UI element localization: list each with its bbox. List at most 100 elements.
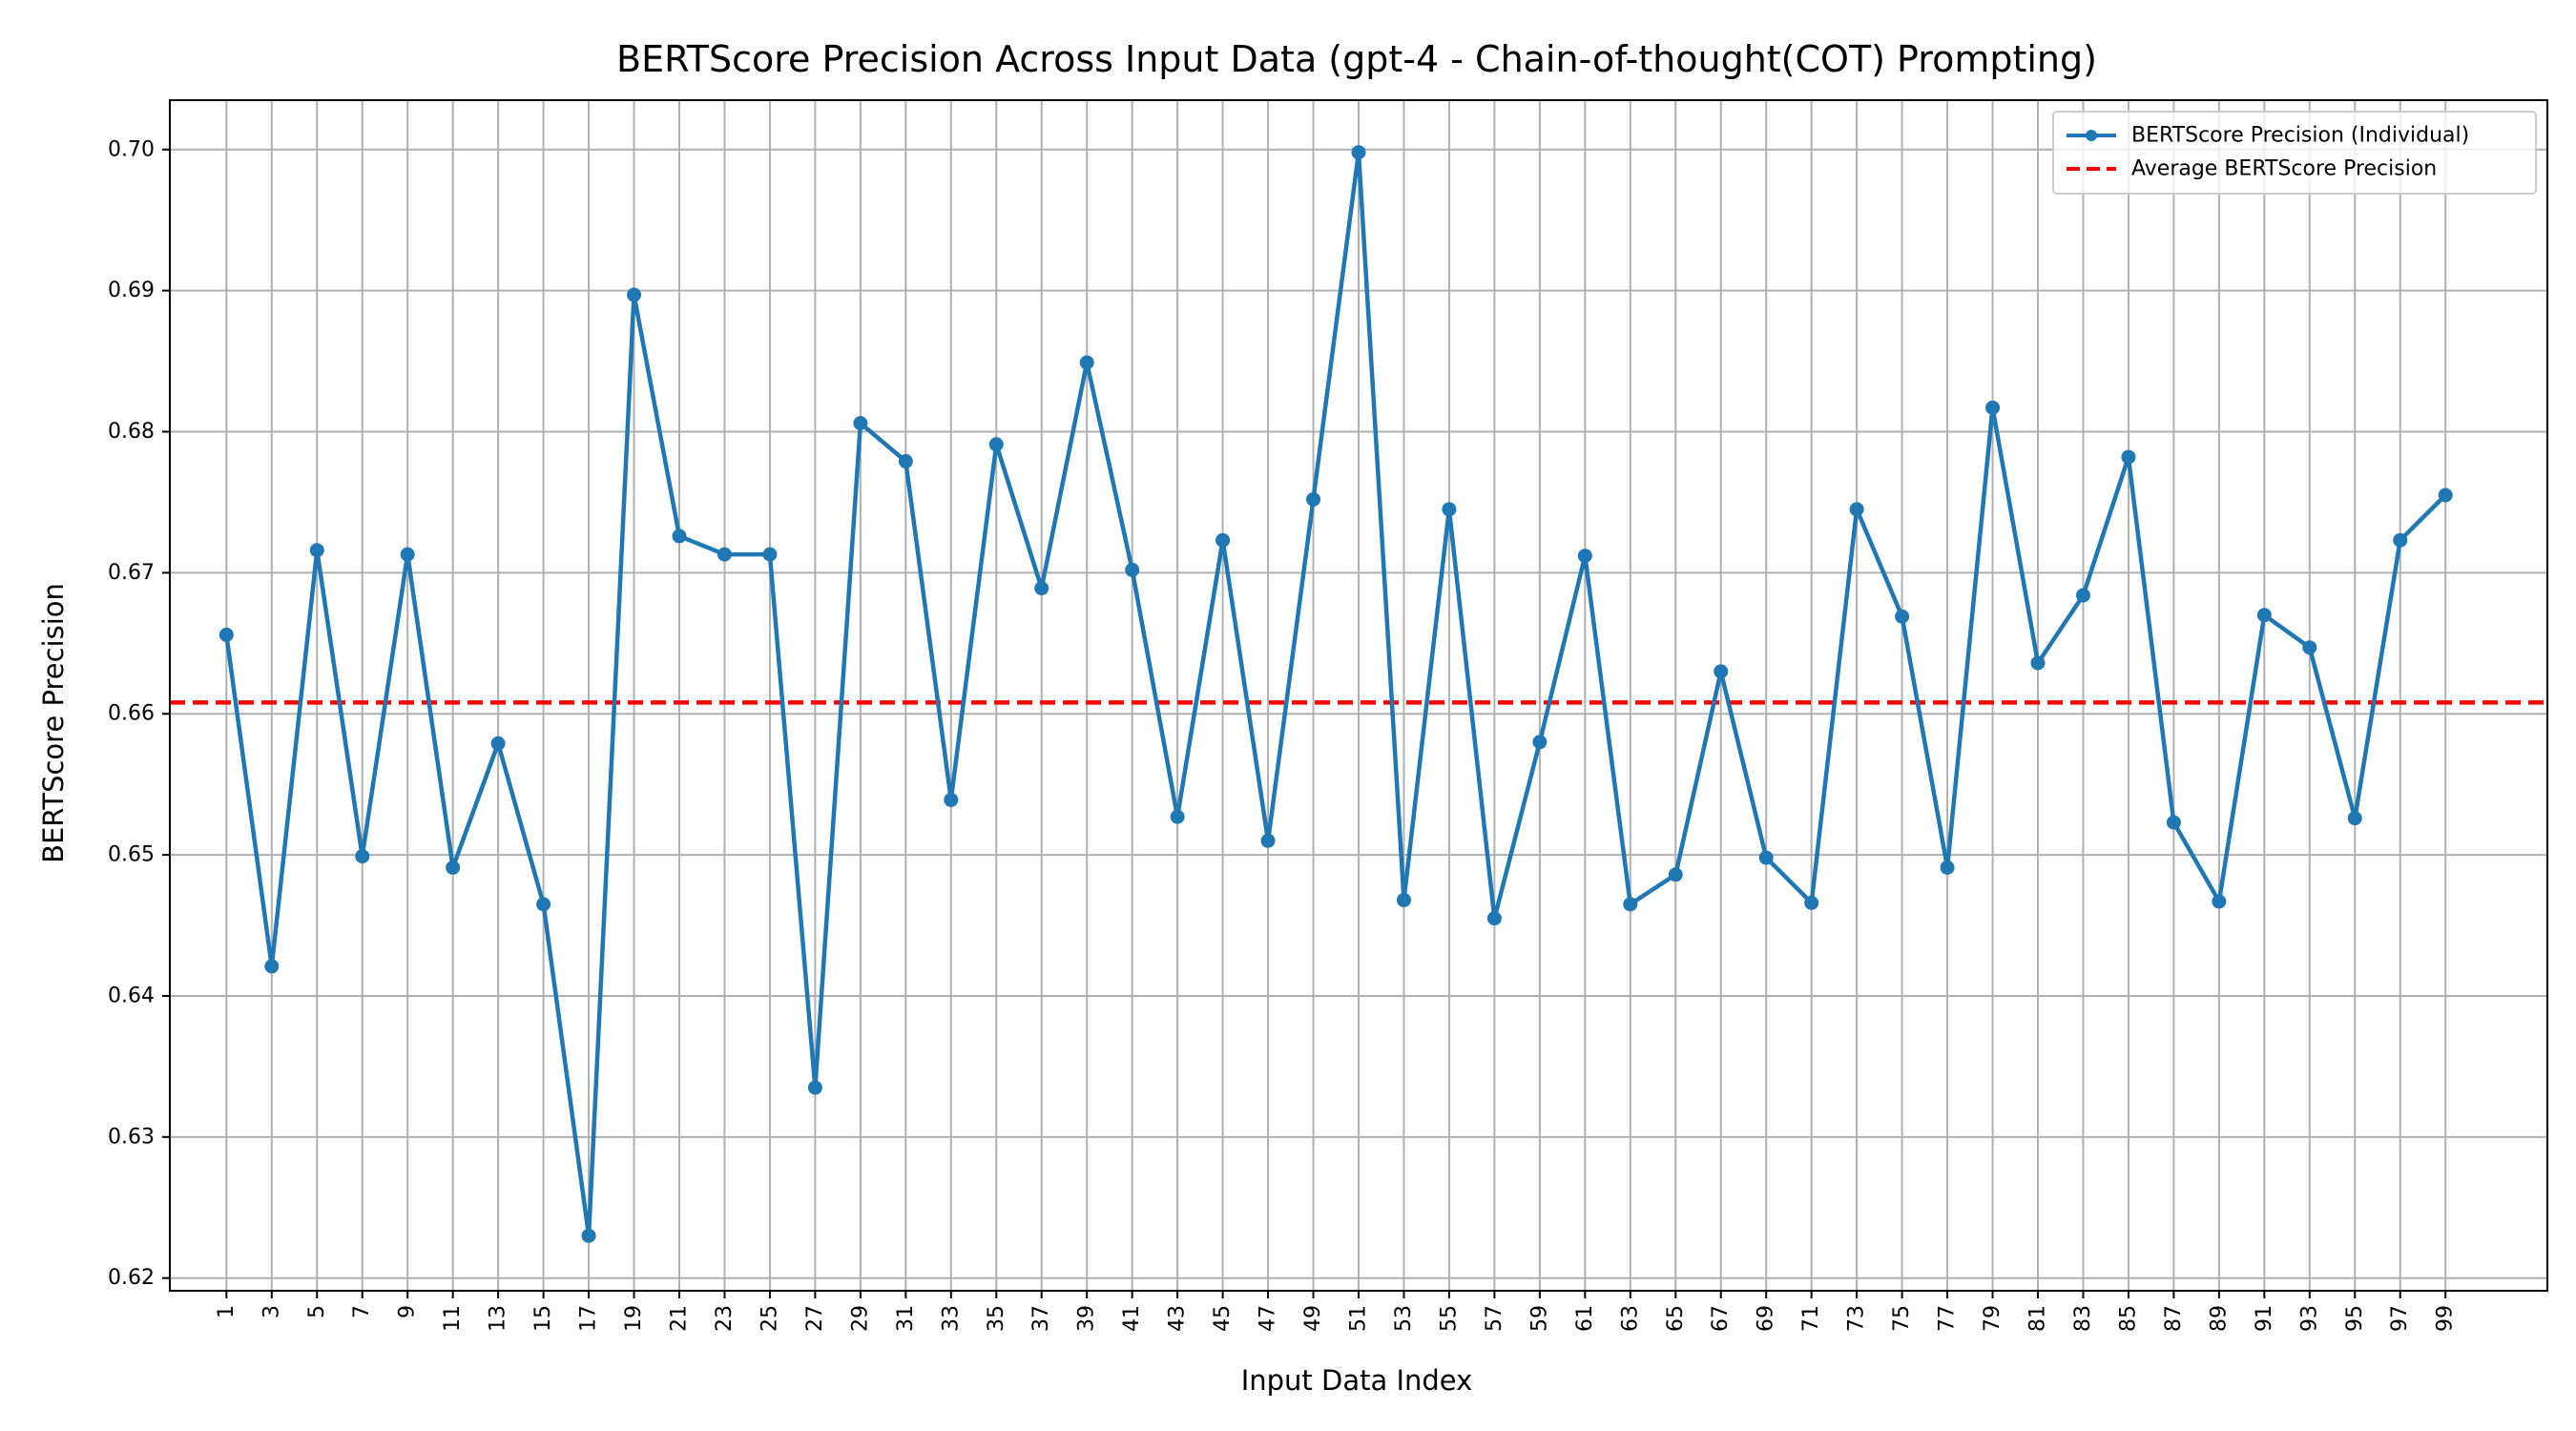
legend-box (2052, 111, 2537, 195)
x-tick-label: 25 (758, 1305, 781, 1332)
data-point (1985, 400, 2001, 415)
data-point (1442, 502, 1457, 517)
x-tick-label: 5 (305, 1305, 329, 1318)
x-tick-label: 17 (577, 1305, 601, 1332)
y-tick-label: 0.67 (108, 561, 155, 585)
x-tick-label: 33 (939, 1305, 963, 1332)
data-point (1125, 562, 1140, 577)
x-tick-label: 3 (260, 1305, 283, 1318)
x-tick-label: 13 (487, 1305, 510, 1332)
x-tick-label: 73 (1845, 1305, 1869, 1332)
data-point (1306, 491, 1321, 507)
x-tick-label: 71 (1799, 1305, 1823, 1332)
legend-series-label: BERTScore Precision (Individual) (2131, 124, 2469, 148)
x-tick-label: 49 (1301, 1305, 1325, 1332)
x-tick-label: 37 (1029, 1305, 1053, 1332)
data-point (1396, 892, 1411, 907)
data-point (1577, 549, 1592, 564)
x-tick-label: 39 (1075, 1305, 1099, 1332)
data-point (2121, 449, 2136, 465)
data-point (762, 547, 778, 562)
data-point (1215, 532, 1231, 548)
x-tick-label: 19 (622, 1305, 646, 1332)
y-tick-label: 0.66 (108, 702, 155, 726)
data-point (944, 792, 959, 807)
x-tick-label: 79 (1981, 1305, 2005, 1332)
x-tick-label: 93 (2297, 1305, 2321, 1332)
data-point (898, 454, 913, 469)
y-axis-ticks: 0.62 0.63 0.64 0.65 0.66 0.67 0.68 0.69 0.70 (108, 137, 170, 1290)
data-point (264, 959, 280, 974)
x-tick-label: 61 (1573, 1305, 1597, 1332)
x-tick-label: 91 (2253, 1305, 2276, 1332)
x-tick-label: 9 (396, 1305, 420, 1318)
data-point (807, 1080, 822, 1095)
x-tick-label: 75 (1890, 1305, 1914, 1332)
x-tick-label: 23 (713, 1305, 737, 1332)
x-axis-label: Input Data Index (1241, 1364, 1473, 1397)
x-tick-label: 57 (1483, 1305, 1506, 1332)
data-point (2393, 532, 2408, 548)
x-tick-label: 35 (985, 1305, 1008, 1332)
x-tick-label: 69 (1755, 1305, 1778, 1332)
data-point (627, 287, 642, 302)
x-tick-label: 27 (803, 1305, 827, 1332)
data-point (2256, 608, 2272, 623)
data-point (717, 547, 732, 562)
data-point (2075, 588, 2090, 603)
x-tick-label: 29 (848, 1305, 872, 1332)
legend-series-marker (2086, 130, 2097, 141)
data-point (2438, 487, 2453, 503)
legend-average-label: Average BERTScore Precision (2131, 157, 2437, 181)
x-tick-label: 53 (1392, 1305, 1416, 1332)
data-point (1714, 664, 1729, 679)
series-line (224, 150, 2447, 1238)
data-point (1758, 850, 1774, 865)
data-point (1668, 867, 1683, 882)
x-tick-label: 67 (1709, 1305, 1733, 1332)
x-tick-label: 11 (441, 1305, 465, 1332)
data-point (400, 547, 415, 562)
data-point (446, 860, 461, 875)
grid (170, 100, 2547, 1291)
y-tick-label: 0.64 (108, 984, 155, 1007)
data-point (309, 543, 324, 558)
data-point (1804, 895, 1819, 910)
x-tick-label: 65 (1664, 1305, 1688, 1332)
x-tick-label: 41 (1120, 1305, 1144, 1332)
series-layer (218, 145, 2453, 1243)
x-tick-label: 1 (215, 1305, 239, 1318)
data-point (2166, 815, 2181, 830)
y-tick-label: 0.62 (108, 1266, 155, 1290)
x-tick-label: 83 (2071, 1305, 2095, 1332)
x-tick-label: 99 (2434, 1305, 2458, 1332)
data-point (1486, 911, 1502, 926)
data-point (581, 1228, 596, 1243)
data-point (1895, 609, 1910, 624)
x-tick-label: 31 (894, 1305, 918, 1332)
data-point (2212, 894, 2227, 909)
x-tick-label: 81 (2026, 1305, 2050, 1332)
y-tick-label: 0.68 (108, 420, 155, 444)
legend: BERTScore Precision (Individual) Average… (2052, 111, 2537, 195)
x-tick-label: 89 (2207, 1305, 2231, 1332)
x-tick-label: 7 (350, 1305, 374, 1318)
data-point (2347, 811, 2362, 826)
data-point (1170, 809, 1185, 824)
data-point (1351, 145, 1366, 160)
x-tick-label: 43 (1166, 1305, 1190, 1332)
data-point (1079, 355, 1094, 370)
x-tick-label: 85 (2116, 1305, 2140, 1332)
x-tick-label: 47 (1257, 1305, 1280, 1332)
data-point (853, 416, 868, 431)
x-tick-label: 77 (1936, 1305, 1960, 1332)
data-point (1940, 860, 1955, 875)
data-point (490, 736, 506, 751)
x-tick-label: 55 (1437, 1305, 1461, 1332)
x-axis-ticks: 1 3 5 7 9 11 13 15 17 19 21 23 25 27 29 31 33 35 37 39 41 43 4… (215, 1291, 2458, 1332)
y-tick-label: 0.69 (108, 279, 155, 302)
x-tick-label: 97 (2388, 1305, 2412, 1332)
x-tick-label: 51 (1347, 1305, 1371, 1332)
y-tick-label: 0.70 (108, 137, 155, 161)
